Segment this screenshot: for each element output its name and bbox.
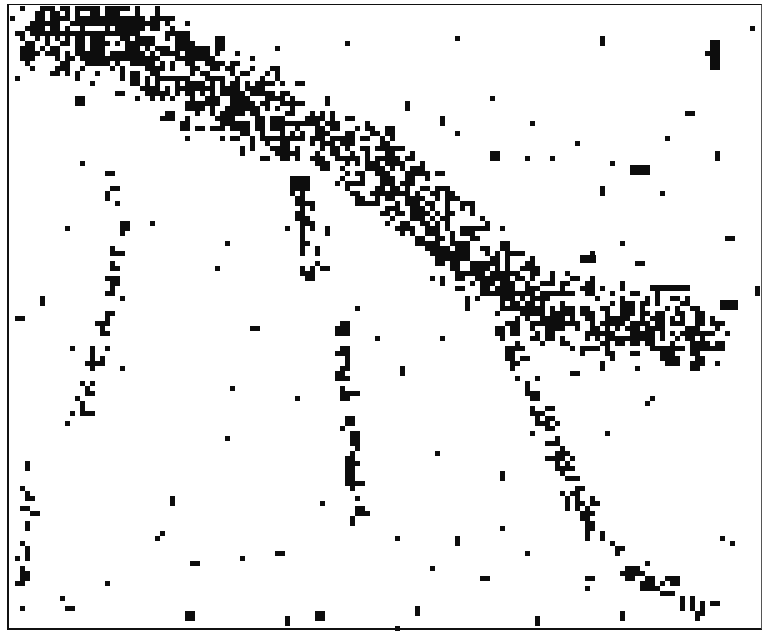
image-stage: [0, 0, 766, 634]
binary-photo: [0, 0, 766, 634]
